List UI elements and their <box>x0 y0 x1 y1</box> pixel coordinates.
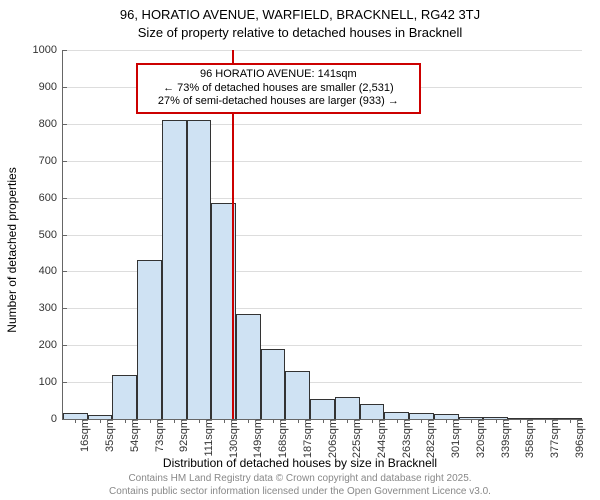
annotation-line: 96 HORATIO AVENUE: 141sqm <box>144 68 413 82</box>
histogram-bar <box>335 397 360 419</box>
x-tick-label: 111sqm <box>199 419 215 457</box>
annotation-line: 27% of semi-detached houses are larger (… <box>144 95 413 109</box>
y-tick-label: 0 <box>51 413 63 425</box>
y-tick-label: 500 <box>39 229 63 241</box>
histogram-bar <box>360 404 385 419</box>
x-tick-label: 358sqm <box>520 419 536 458</box>
histogram-bar <box>137 260 162 419</box>
annotation-box: 96 HORATIO AVENUE: 141sqm← 73% of detach… <box>136 63 421 114</box>
x-tick-label: 377sqm <box>545 419 561 458</box>
annotation-line: ← 73% of detached houses are smaller (2,… <box>144 82 413 96</box>
title-line-1: 96, HORATIO AVENUE, WARFIELD, BRACKNELL,… <box>0 6 600 24</box>
attribution-text: Contains HM Land Registry data © Crown c… <box>0 473 600 498</box>
x-axis-label: Distribution of detached houses by size … <box>0 456 600 470</box>
x-tick-label: 168sqm <box>273 419 289 458</box>
attribution-line-2: Contains public sector information licen… <box>0 486 600 499</box>
x-tick-label: 301sqm <box>446 419 462 458</box>
x-tick-label: 92sqm <box>174 419 190 452</box>
x-tick-label: 282sqm <box>421 419 437 458</box>
x-tick-label: 263sqm <box>397 419 413 458</box>
y-tick-label: 200 <box>39 339 63 351</box>
attribution-line-1: Contains HM Land Registry data © Crown c… <box>0 473 600 486</box>
x-tick-label: 339sqm <box>496 419 512 458</box>
y-tick-label: 400 <box>39 265 63 277</box>
histogram-bar <box>310 399 335 419</box>
histogram-bar <box>187 120 212 419</box>
x-tick-label: 320sqm <box>471 419 487 458</box>
histogram-bar <box>162 120 187 419</box>
x-tick-label: 187sqm <box>298 419 314 458</box>
y-tick-label: 700 <box>39 155 63 167</box>
x-tick-label: 16sqm <box>75 419 91 452</box>
x-tick-label: 206sqm <box>323 419 339 458</box>
x-tick-label: 244sqm <box>372 419 388 458</box>
histogram-bar <box>261 349 286 419</box>
x-tick-label: 149sqm <box>248 419 264 458</box>
y-axis-label: Number of detached properties <box>5 85 19 250</box>
histogram-bar <box>384 412 409 419</box>
y-tick-label: 800 <box>39 118 63 130</box>
y-tick-label: 1000 <box>33 44 63 56</box>
histogram-bar <box>112 375 137 419</box>
x-tick-label: 225sqm <box>347 419 363 458</box>
histogram-bar <box>236 314 261 419</box>
x-tick-label: 54sqm <box>125 419 141 452</box>
y-tick-label: 900 <box>39 81 63 93</box>
x-tick-label: 396sqm <box>570 419 586 458</box>
y-tick-label: 600 <box>39 192 63 204</box>
y-tick-label: 100 <box>39 376 63 388</box>
histogram-bar <box>285 371 310 419</box>
y-tick-label: 300 <box>39 302 63 314</box>
x-tick-label: 73sqm <box>150 419 166 452</box>
histogram-chart: 0100200300400500600700800900100016sqm35s… <box>62 50 582 420</box>
chart-title: 96, HORATIO AVENUE, WARFIELD, BRACKNELL,… <box>0 0 600 41</box>
x-tick-label: 130sqm <box>224 419 240 458</box>
x-tick-label: 35sqm <box>100 419 116 452</box>
title-line-2: Size of property relative to detached ho… <box>0 24 600 42</box>
